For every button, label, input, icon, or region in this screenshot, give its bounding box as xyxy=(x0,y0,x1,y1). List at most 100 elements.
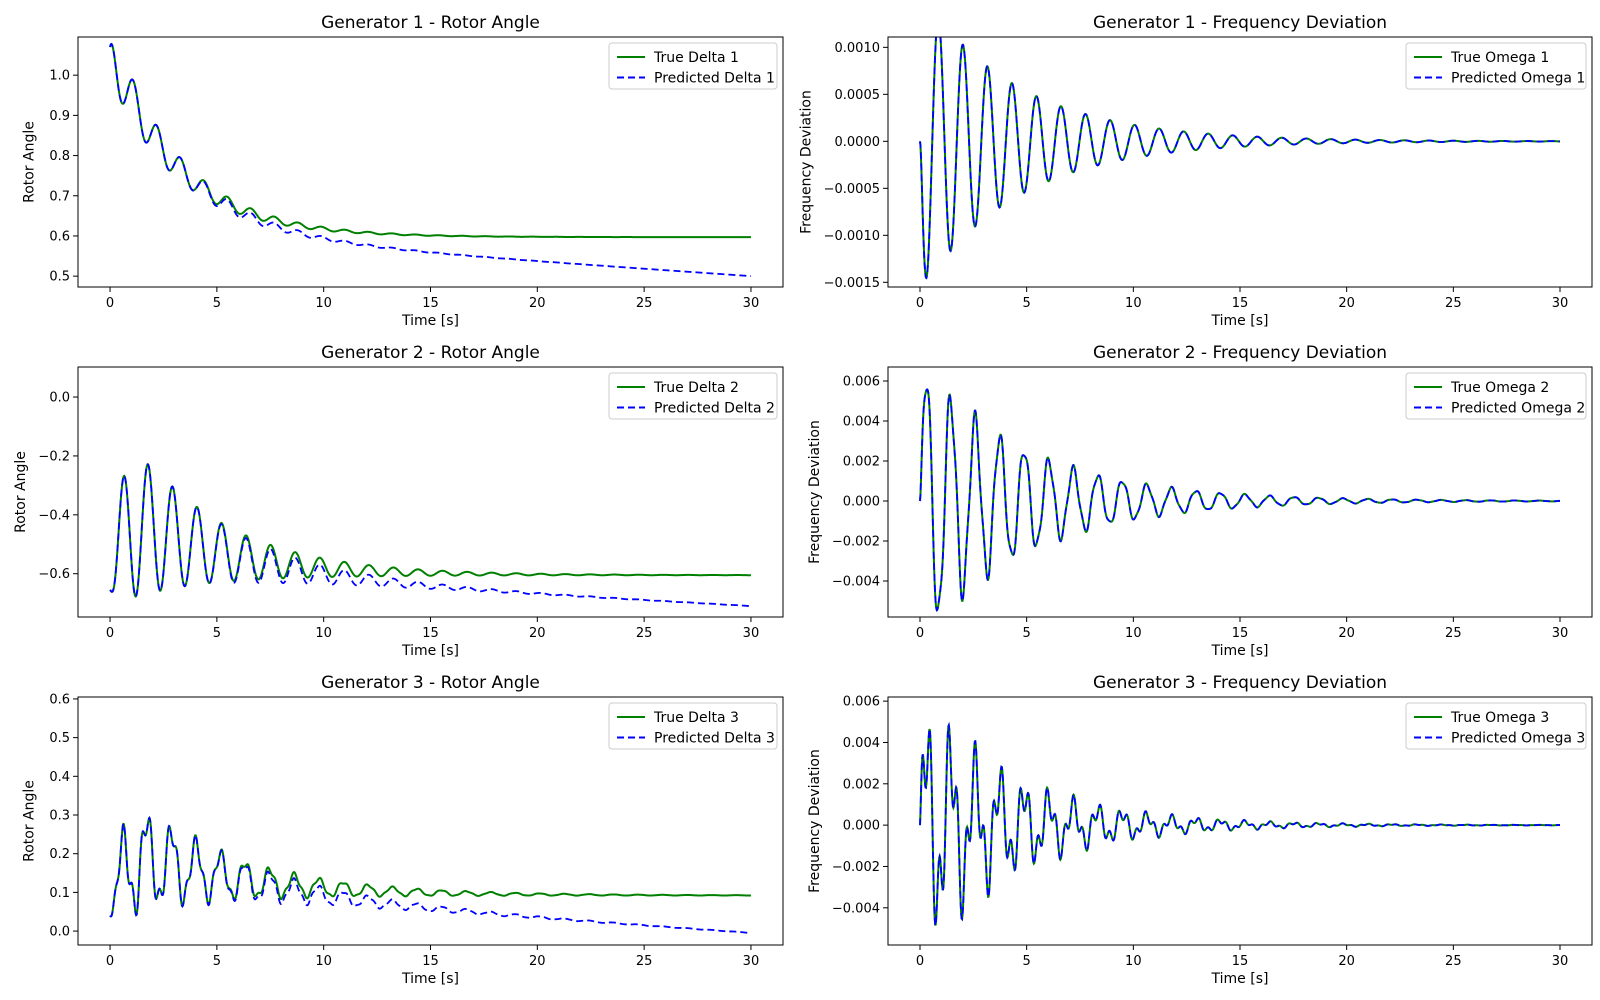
series-line-true xyxy=(109,816,751,918)
legend-label: Predicted Omega 1 xyxy=(1451,71,1585,87)
x-tick-label: 5 xyxy=(1023,954,1031,969)
x-tick-label: 25 xyxy=(1445,954,1462,969)
x-tick-label: 30 xyxy=(1552,626,1569,641)
x-axis-label: Time [s] xyxy=(1211,971,1269,987)
x-tick-label: 10 xyxy=(315,954,332,969)
y-tick-label: 0.8 xyxy=(49,149,70,164)
x-axis-label: Time [s] xyxy=(401,643,459,659)
series-line-predicted xyxy=(919,388,1561,612)
y-tick-label: 0.0010 xyxy=(835,41,881,56)
x-tick-label: 20 xyxy=(1338,296,1355,311)
legend: True Delta 3 Predicted Delta 3 xyxy=(608,702,778,750)
y-axis-label: Frequency Deviation xyxy=(807,749,823,893)
subplot-3: 0 5 10 15 20 25 30 −0.6 −0.4 −0.2 0.0 Generator 2 -… xyxy=(13,343,784,659)
x-tick-label: 25 xyxy=(636,954,653,969)
series-line-predicted xyxy=(919,37,1561,280)
x-tick-label: 15 xyxy=(1232,626,1249,641)
subplot-5: 0 5 10 15 20 25 30 0.0 0.1 0.2 0.3 0.4 0.5 0.6 Generat… xyxy=(21,673,784,987)
x-tick-label: 20 xyxy=(1338,954,1355,969)
y-tick-label: 0.004 xyxy=(843,415,880,430)
y-tick-label: 0.2 xyxy=(49,847,70,862)
legend-label: True Delta 1 xyxy=(653,50,739,66)
x-tick-label: 20 xyxy=(529,296,546,311)
chart-title: Generator 3 - Rotor Angle xyxy=(321,673,540,693)
y-tick-label: −0.004 xyxy=(832,901,880,916)
y-axis-label: Rotor Angle xyxy=(21,121,37,203)
y-tick-label: 0.004 xyxy=(843,736,880,751)
y-tick-label: −0.002 xyxy=(832,535,880,550)
subplot-1: 0 5 10 15 20 25 30 0.5 0.6 0.7 0.8 0.9 1.0 Generator … xyxy=(21,13,784,329)
chart-title: Generator 2 - Frequency Deviation xyxy=(1093,343,1387,363)
y-tick-label: −0.0005 xyxy=(824,182,880,197)
legend-box xyxy=(1405,372,1587,420)
y-tick-label: 0.4 xyxy=(49,770,70,785)
y-axis-label: Rotor Angle xyxy=(21,780,37,862)
x-tick-label: 0 xyxy=(916,296,924,311)
legend-label: True Omega 1 xyxy=(1450,50,1549,66)
series-line-true xyxy=(109,463,751,598)
legend-label: True Delta 3 xyxy=(653,710,739,726)
legend: True Omega 1 Predicted Omega 1 xyxy=(1405,42,1587,90)
x-tick-label: 25 xyxy=(1445,296,1462,311)
y-tick-label: −0.0015 xyxy=(824,276,880,291)
x-axis-label: Time [s] xyxy=(401,971,459,987)
y-tick-label: −0.004 xyxy=(832,575,880,590)
x-tick-label: 25 xyxy=(636,296,653,311)
legend-box xyxy=(1405,42,1587,90)
y-tick-label: 0.3 xyxy=(49,809,70,824)
series-line-predicted xyxy=(109,42,752,278)
x-tick-label: 20 xyxy=(529,626,546,641)
x-tick-label: 10 xyxy=(315,296,332,311)
y-tick-label: 0.5 xyxy=(49,731,70,746)
x-tick-label: 10 xyxy=(315,626,332,641)
x-tick-label: 15 xyxy=(1232,296,1249,311)
chart-title: Generator 3 - Frequency Deviation xyxy=(1093,673,1387,693)
y-tick-label: 0.002 xyxy=(843,455,880,470)
x-tick-label: 20 xyxy=(1338,626,1355,641)
y-tick-label: 0.6 xyxy=(49,229,70,244)
legend: True Omega 2 Predicted Omega 2 xyxy=(1405,372,1587,420)
y-tick-label: 0.1 xyxy=(49,886,70,901)
x-tick-label: 5 xyxy=(1023,296,1031,311)
y-tick-label: 0.0 xyxy=(49,391,70,406)
y-tick-label: 0.0 xyxy=(49,925,70,940)
x-tick-label: 25 xyxy=(1445,626,1462,641)
x-tick-label: 0 xyxy=(106,296,114,311)
subplot-2: 0 5 10 15 20 25 30 −0.0015 −0.0010 −0.0005 0.0000 0… xyxy=(799,13,1593,329)
y-tick-label: 0.000 xyxy=(843,819,880,834)
x-axis-label: Time [s] xyxy=(1211,643,1269,659)
chart-title: Generator 2 - Rotor Angle xyxy=(321,343,540,363)
legend-label: True Delta 2 xyxy=(653,380,739,396)
series-line-true xyxy=(919,721,1561,926)
x-axis-label: Time [s] xyxy=(401,313,459,329)
x-tick-label: 0 xyxy=(916,626,924,641)
x-tick-label: 30 xyxy=(743,954,760,969)
legend-box xyxy=(1405,702,1587,750)
y-axis-label: Frequency Deviation xyxy=(807,420,823,564)
y-axis-label: Rotor Angle xyxy=(13,451,29,533)
legend-label: Predicted Omega 3 xyxy=(1451,731,1585,747)
y-tick-label: 0.7 xyxy=(49,189,70,204)
y-axis-label: Frequency Deviation xyxy=(799,90,815,234)
x-tick-label: 15 xyxy=(1232,954,1249,969)
y-tick-label: 0.000 xyxy=(843,495,880,510)
y-tick-label: 0.0005 xyxy=(835,88,881,103)
y-tick-label: −0.2 xyxy=(38,449,70,464)
chart-title: Generator 1 - Frequency Deviation xyxy=(1093,13,1387,33)
series-line-true xyxy=(109,42,751,239)
subplot-6: 0 5 10 15 20 25 30 −0.004 −0.002 0.000 0.002 0.004 0… xyxy=(807,673,1593,987)
x-tick-label: 30 xyxy=(743,296,760,311)
legend-box xyxy=(608,702,778,750)
series-line-predicted xyxy=(109,463,752,608)
legend-label: Predicted Delta 1 xyxy=(654,71,775,87)
y-tick-label: 0.006 xyxy=(843,695,880,710)
legend-label: Predicted Omega 2 xyxy=(1451,401,1585,417)
x-tick-label: 15 xyxy=(422,954,439,969)
x-tick-label: 5 xyxy=(213,626,221,641)
y-tick-label: −0.0010 xyxy=(824,229,880,244)
x-tick-label: 0 xyxy=(106,626,114,641)
y-tick-label: 0.5 xyxy=(49,270,70,285)
legend: True Delta 2 Predicted Delta 2 xyxy=(608,372,778,420)
x-tick-label: 30 xyxy=(1552,296,1569,311)
y-tick-label: 0.0000 xyxy=(835,135,881,150)
